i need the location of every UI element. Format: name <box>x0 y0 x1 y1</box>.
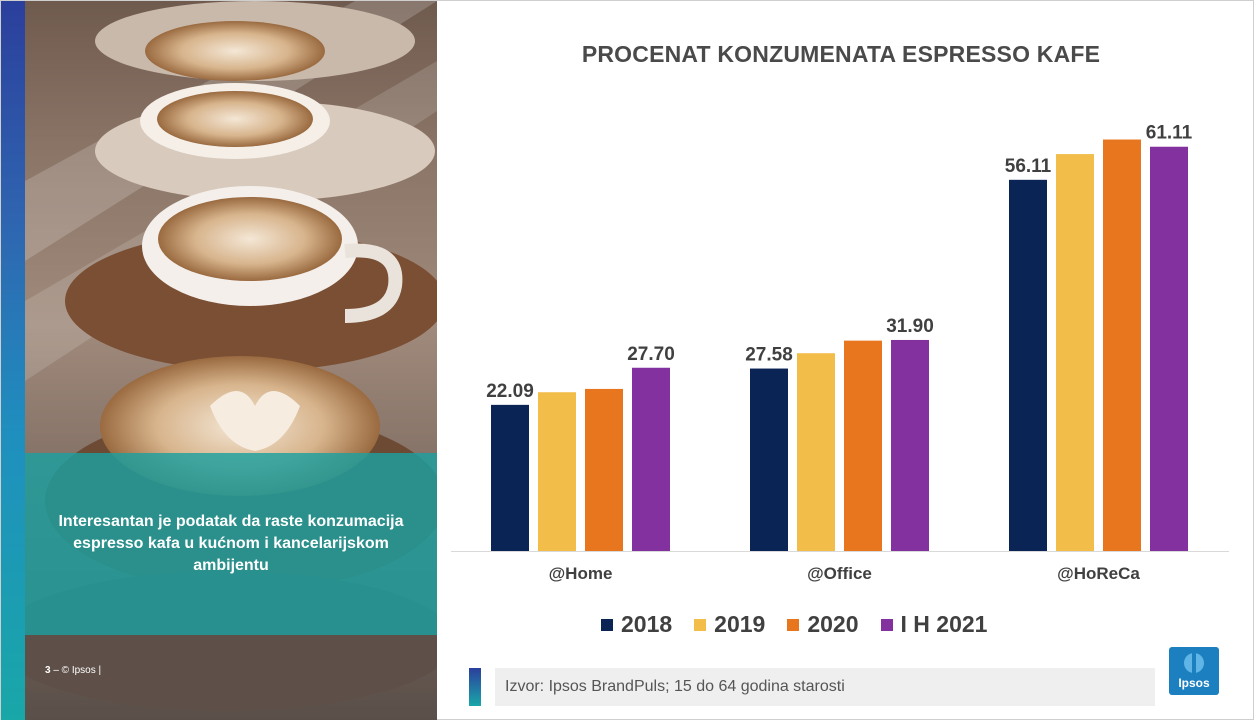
legend-item: I H 2021 <box>880 611 988 638</box>
source-box: Izvor: Ipsos BrandPuls; 15 do 64 godina … <box>495 668 1155 706</box>
bar-office-2020 <box>844 340 882 551</box>
bar-home-2020 <box>585 388 623 551</box>
bar-horeca-2019 <box>1056 154 1094 552</box>
legend-label: 2019 <box>714 611 766 637</box>
highlight-box: Interesantan je podatak da raste konzuma… <box>25 453 437 635</box>
bar-horeca-2020 <box>1103 139 1141 551</box>
bar-horeca-i-h-2021 <box>1150 146 1188 552</box>
category-label: @Home <box>549 564 613 583</box>
legend-label: 2018 <box>621 611 673 637</box>
copyright-text: – © Ipsos | <box>53 665 102 676</box>
page-number: 3 <box>45 665 51 676</box>
category-label: @HoReCa <box>1057 564 1140 583</box>
coffee-photo <box>25 1 437 720</box>
bar-horeca-2018 <box>1009 179 1047 551</box>
bar-office-i-h-2021 <box>891 339 929 551</box>
legend-item: 2020 <box>787 611 859 638</box>
bar-office-2018 <box>750 368 788 551</box>
data-label: 31.90 <box>886 316 934 337</box>
chart-title: PROCENAT KONZUMENATA ESPRESSO KAFE <box>581 41 1101 67</box>
chart-legend: 2018 2019 2020 I H 2021 <box>601 611 987 638</box>
category-label: @Office <box>807 564 872 583</box>
data-label: 27.58 <box>745 345 793 366</box>
bar-office-2019 <box>797 353 835 551</box>
legend-item: 2019 <box>694 611 765 638</box>
bar-chart: @Home @Office @HoReCa 22.09 27.70 27.58 31.90 5… <box>451 123 1229 583</box>
highlight-text: Interesantan je podatak da raste konzuma… <box>58 513 404 574</box>
legend-swatch <box>787 618 800 631</box>
legend-label: I H 2021 <box>900 611 988 637</box>
ipsos-mark-icon <box>1184 653 1204 673</box>
footer: 3 – © Ipsos | <box>45 665 101 676</box>
data-label: 27.70 <box>627 344 675 365</box>
source-text: Izvor: Ipsos BrandPuls; 15 do 64 godina … <box>505 678 845 695</box>
bar-home-i-h-2021 <box>632 367 670 551</box>
source-accent <box>469 668 481 706</box>
legend-swatch <box>880 618 893 631</box>
bar-home-2019 <box>538 392 576 551</box>
legend-swatch <box>694 618 707 631</box>
ipsos-logo: Ipsos <box>1169 647 1219 695</box>
legend-label: 2020 <box>807 611 859 637</box>
data-label: 56.11 <box>1005 156 1052 177</box>
legend-swatch <box>601 618 613 631</box>
bar-home-2018 <box>491 404 529 551</box>
left-accent-stripe <box>1 1 25 720</box>
logo-text: Ipsos <box>1178 676 1210 690</box>
data-label: 22.09 <box>486 381 534 402</box>
data-label: 61.11 <box>1146 123 1193 144</box>
legend-item: 2018 <box>601 611 672 638</box>
